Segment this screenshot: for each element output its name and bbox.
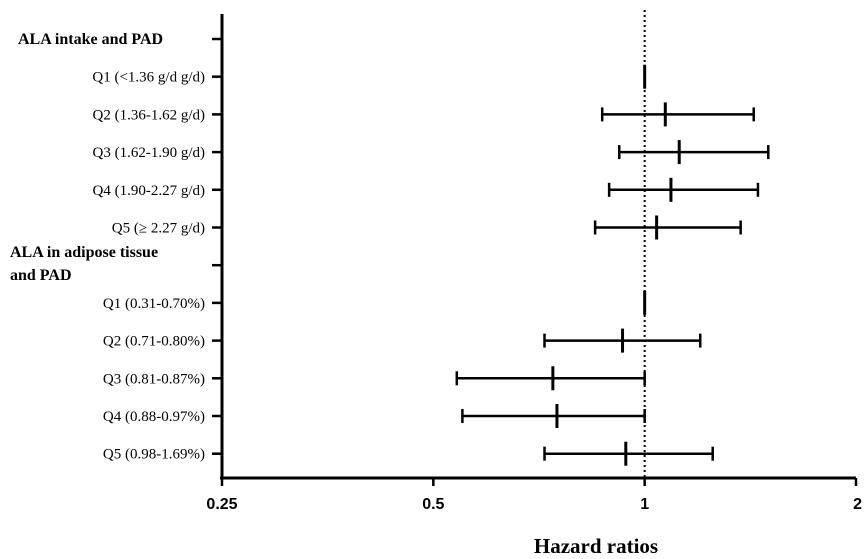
group-header-label: ALA intake and PAD [18, 31, 163, 48]
x-axis-ticks: 0.25 0.5 1 2 [206, 478, 862, 513]
row-label: Q2 (1.36-1.62 g/d) [93, 107, 206, 123]
row-label: Q3 (1.62-1.90 g/d) [93, 145, 206, 161]
row-label: Q2 (0.71-0.80%) [103, 334, 205, 350]
row-label: Q5 (≥ 2.27 g/d) [112, 221, 205, 237]
x-tick-label: 1 [640, 496, 649, 513]
group-header-label: ALA in adipose tissue [10, 244, 158, 261]
x-axis-title: Hazard ratios [534, 534, 658, 558]
x-tick-label: 0.25 [206, 496, 237, 513]
row-label: Q3 (0.81-0.87%) [103, 371, 205, 387]
group-header-label-line2: and PAD [10, 267, 72, 284]
x-tick-label: 2 [853, 496, 862, 513]
row-label: Q5 (0.98-1.69%) [103, 447, 205, 463]
row-label: Q4 (0.88-0.97%) [103, 409, 205, 425]
row-label: Q4 (1.90-2.27 g/d) [93, 183, 206, 199]
rows: ALA intake and PAD Q1 (<1.36 g/d g/d) Q2 (… [10, 31, 770, 466]
row-label: Q1 (<1.36 g/d g/d) [92, 70, 205, 86]
x-tick-label: 0.5 [422, 496, 444, 513]
row-label: Q1 (0.31-0.70%) [103, 296, 205, 312]
